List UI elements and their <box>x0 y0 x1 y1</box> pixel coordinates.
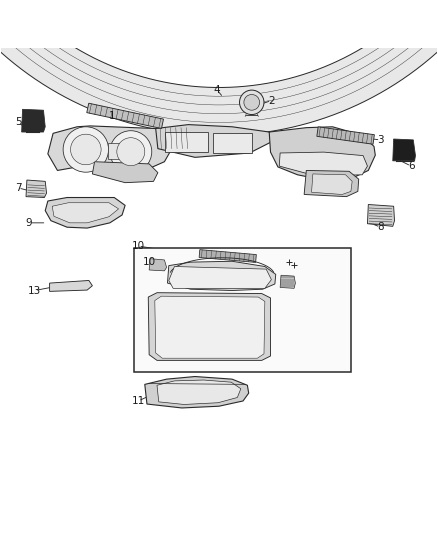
Polygon shape <box>148 293 271 360</box>
Circle shape <box>71 134 101 165</box>
Polygon shape <box>199 249 256 262</box>
Polygon shape <box>367 205 395 227</box>
FancyBboxPatch shape <box>213 133 252 153</box>
Circle shape <box>63 127 109 172</box>
FancyBboxPatch shape <box>165 133 208 152</box>
Bar <box>134 248 351 372</box>
Polygon shape <box>145 376 249 408</box>
Polygon shape <box>87 103 163 128</box>
Text: 3: 3 <box>377 135 384 145</box>
Polygon shape <box>155 296 265 358</box>
Text: 7: 7 <box>15 183 21 193</box>
Circle shape <box>244 94 260 110</box>
Polygon shape <box>149 259 166 271</box>
Polygon shape <box>157 380 241 405</box>
Polygon shape <box>155 125 274 157</box>
Text: 10: 10 <box>132 241 145 251</box>
Polygon shape <box>21 109 45 132</box>
Text: 2: 2 <box>268 95 275 106</box>
Circle shape <box>240 90 264 115</box>
Polygon shape <box>269 127 375 180</box>
Polygon shape <box>45 198 125 228</box>
Text: 9: 9 <box>26 218 32 228</box>
Polygon shape <box>280 275 295 288</box>
Text: 4: 4 <box>213 85 220 95</box>
Polygon shape <box>311 174 352 195</box>
Circle shape <box>117 138 145 166</box>
Text: 6: 6 <box>408 161 414 171</box>
Polygon shape <box>0 0 438 135</box>
Text: 1: 1 <box>109 111 115 121</box>
Text: 13: 13 <box>28 286 41 295</box>
Polygon shape <box>317 127 374 144</box>
Polygon shape <box>304 171 359 197</box>
Text: 5: 5 <box>15 117 21 127</box>
Polygon shape <box>52 203 119 223</box>
Polygon shape <box>167 261 276 290</box>
Text: 11: 11 <box>131 396 145 406</box>
Polygon shape <box>26 180 46 198</box>
Circle shape <box>110 131 152 173</box>
Polygon shape <box>169 266 272 288</box>
FancyBboxPatch shape <box>108 143 130 159</box>
Polygon shape <box>48 126 173 171</box>
Text: 10: 10 <box>143 257 156 268</box>
Polygon shape <box>279 152 367 176</box>
Polygon shape <box>49 280 92 292</box>
Polygon shape <box>393 139 416 161</box>
Text: 8: 8 <box>377 222 384 232</box>
Polygon shape <box>92 161 158 183</box>
